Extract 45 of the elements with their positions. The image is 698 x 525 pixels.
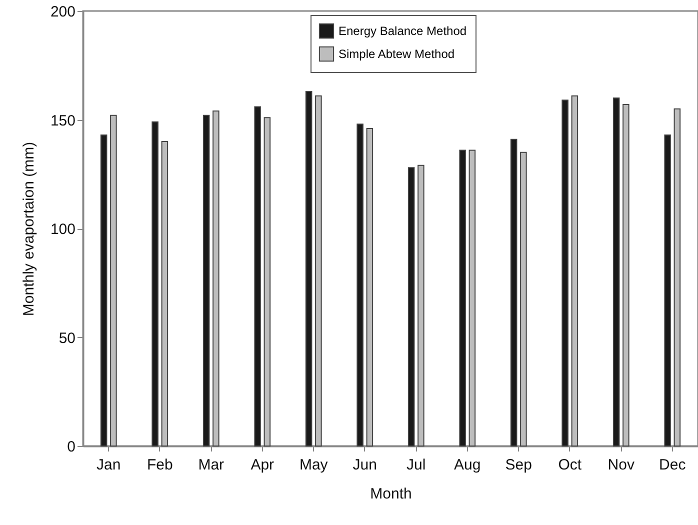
- bar: [562, 100, 568, 446]
- legend-label: Simple Abtew Method: [338, 47, 455, 61]
- x-tick-label: May: [299, 456, 328, 474]
- x-tick-label: Feb: [146, 456, 173, 474]
- x-tick-label: Jun: [352, 456, 377, 474]
- bar: [161, 141, 168, 446]
- bar: [110, 114, 117, 446]
- bar: [408, 167, 415, 446]
- x-tick-label: Jul: [406, 456, 426, 474]
- bar: [664, 134, 671, 446]
- bar: [612, 98, 620, 446]
- bar: [510, 138, 518, 446]
- x-tick-label: Nov: [608, 456, 635, 474]
- x-axis-title: Month: [370, 486, 412, 502]
- y-axis-title: Monthly evaportaion (mm): [20, 142, 38, 316]
- x-tick-label: Mar: [198, 456, 224, 474]
- bar: [520, 152, 527, 446]
- bar: [459, 150, 466, 446]
- x-tick-label: Apr: [250, 456, 274, 474]
- bar: [571, 95, 578, 446]
- bar: [674, 108, 681, 446]
- y-tick-label: 150: [50, 112, 76, 130]
- bar: [264, 117, 271, 446]
- legend-label: Energy Balance Method: [338, 24, 467, 38]
- x-tick-label: Jan: [96, 456, 121, 474]
- x-tick-label: Aug: [454, 456, 481, 474]
- bar: [202, 114, 210, 446]
- y-tick-label: 100: [50, 221, 76, 238]
- x-tick-label: Oct: [558, 456, 582, 474]
- y-tick-label: 50: [58, 330, 76, 347]
- x-tick-label: Dec: [659, 456, 686, 474]
- bar: [254, 106, 261, 446]
- bar: [305, 90, 312, 446]
- x-tick-label: Sep: [505, 456, 532, 474]
- bar: [366, 128, 374, 446]
- bar: [212, 110, 220, 446]
- bar: [100, 134, 108, 446]
- bar: [418, 164, 424, 446]
- bar: [622, 104, 630, 446]
- y-tick-label: 200: [50, 4, 76, 20]
- y-tick-label: 0: [67, 438, 76, 456]
- bar: [356, 124, 364, 446]
- bar: [315, 95, 322, 446]
- bar: [468, 150, 476, 446]
- bar: [152, 121, 158, 446]
